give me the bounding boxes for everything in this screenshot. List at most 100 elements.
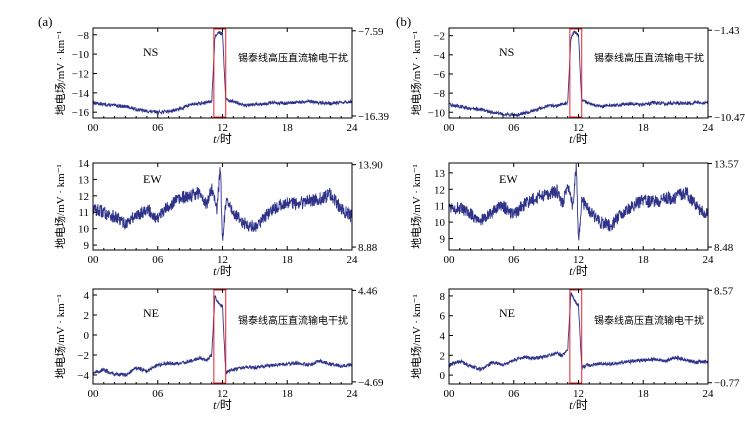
x-tick-label: 06 [152,388,164,400]
y-tick-label: 0 [84,330,90,342]
right-value-label: −0.77 [714,378,740,390]
x-axis-unit: /时 [217,264,232,278]
right-value-label: 8.57 [714,285,734,297]
chart-ne-b: 00 06 12 18 24 8 6 4 2 0 8.57 −0.77 NE 锡泰线高压直流输电干扰 t/时… [409,285,740,412]
x-axis-title: t/时 [213,132,232,146]
x-axis-title: t/时 [213,264,232,278]
plot-frame [92,288,353,385]
y-axis-title: 地电场/mV · km⁻¹ [53,294,67,379]
y-tick-label: −12 [72,68,89,80]
x-axis-var: t [213,264,217,278]
x-tick-label: 24 [347,122,359,134]
x-axis-var: t [569,398,573,412]
component-label: EW [143,172,162,186]
series-line [448,30,709,118]
x-tick-label: 06 [152,122,164,134]
component-label: NE [143,306,159,320]
y-axis-title: 地电场/mV · km⁻¹ [409,294,423,379]
y-tick-label: 8 [440,291,446,303]
y-tick-label: −8 [77,30,89,42]
interference-annotation: 锡泰线高压直流输电干扰 [594,51,704,64]
y-tick-label: −2 [433,31,445,43]
chart-ne-a: 00 06 12 18 24 4 2 0 −2 −4 4.46 −4.69 NE 锡泰线高压直流输电干扰 t… [53,285,384,412]
y-tick-label: −4 [433,50,445,62]
y-tick-label: −10 [72,49,90,61]
interference-box [213,289,227,384]
y-tick-label: −14 [72,88,90,100]
right-value-label: 13.90 [358,160,383,172]
component-label: EW [499,172,518,186]
y-tick-label: 13 [434,168,446,180]
x-tick-label: 24 [347,254,359,266]
y-tick-label: 14 [78,158,90,170]
y-tick-label: 12 [78,191,89,203]
chart-ns-a: 00 06 12 18 24 −8 −10 −12 −14 −16 −7.59 −16.39 NS 锡泰线… [53,26,389,146]
x-tick-label: 00 [88,122,100,134]
y-tick-label: 4 [84,290,90,302]
right-value-label: −4.69 [358,377,384,389]
right-value-label: 8.88 [358,242,378,254]
y-tick-label: 2 [84,310,90,322]
x-tick-label: 06 [508,122,520,134]
right-value-label: −10.47 [714,112,745,124]
interference-annotation: 锡泰线高压直流输电干扰 [238,314,348,327]
chart-ns-b: 00 06 12 18 24 −2 −4 −6 −8 −10 −1.43 −10.47 NS 锡泰线高压直… [409,25,745,146]
y-tick-label: 9 [84,240,90,252]
right-value-label: 13.57 [714,158,739,170]
y-tick-label: 11 [434,201,445,213]
interference-annotation: 锡泰线高压直流输电干扰 [238,51,348,64]
y-axis-title: 地电场/mV · km⁻¹ [53,164,67,249]
x-axis-title: t/时 [213,398,232,412]
x-axis-var: t [213,398,217,412]
x-tick-label: 12 [217,122,228,134]
x-axis-var: t [569,132,573,146]
panel-label-b: (b) [396,14,411,29]
x-tick-label: 18 [282,388,294,400]
y-tick-label: 13 [78,174,90,186]
x-tick-label: 18 [282,122,294,134]
x-tick-label: 12 [573,254,584,266]
y-tick-label: 10 [78,224,90,236]
y-tick-label: 2 [440,350,446,362]
interference-box [213,28,227,118]
y-tick-label: −10 [428,107,446,119]
x-tick-label: 12 [573,388,584,400]
plot-frame [92,27,353,119]
right-value-label: 4.46 [358,285,378,297]
right-value-label: −7.59 [358,26,384,38]
x-axis-unit: /时 [573,264,588,278]
y-axis-title: 地电场/mV · km⁻¹ [409,164,423,249]
y-axis-title: 地电场/mV · km⁻¹ [53,31,67,116]
x-tick-label: 12 [217,254,228,266]
interference-annotation: 锡泰线高压直流输电干扰 [594,314,704,327]
series-line [448,292,709,373]
x-tick-label: 18 [638,122,650,134]
x-tick-label: 00 [444,122,456,134]
interference-box [569,28,583,118]
right-value-label: −1.43 [714,25,740,37]
x-axis-unit: /时 [217,132,232,146]
component-label: NS [499,45,514,59]
series-line [92,30,353,115]
panel-label-a: (a) [38,14,52,29]
x-tick-label: 00 [444,254,456,266]
x-tick-label: 24 [703,122,715,134]
x-tick-label: 12 [573,122,584,134]
x-axis-unit: /时 [217,398,232,412]
y-tick-label: −6 [433,69,445,81]
y-tick-label: −2 [77,350,89,362]
component-label: NE [499,306,515,320]
plot-frame [448,288,709,385]
y-tick-label: 0 [440,370,446,382]
x-axis-title: t/时 [569,398,588,412]
x-tick-label: 12 [217,388,228,400]
series-line [92,167,353,241]
series-line [448,162,709,241]
x-tick-label: 18 [638,254,650,266]
x-axis-unit: /时 [573,132,588,146]
chart-ew-b: 00 06 12 18 24 13 12 11 10 9 13.57 8.48 EW t/时 地电场/mV … [409,158,739,278]
x-tick-label: 00 [88,388,100,400]
x-axis-unit: /时 [573,398,588,412]
x-tick-label: 18 [282,254,294,266]
